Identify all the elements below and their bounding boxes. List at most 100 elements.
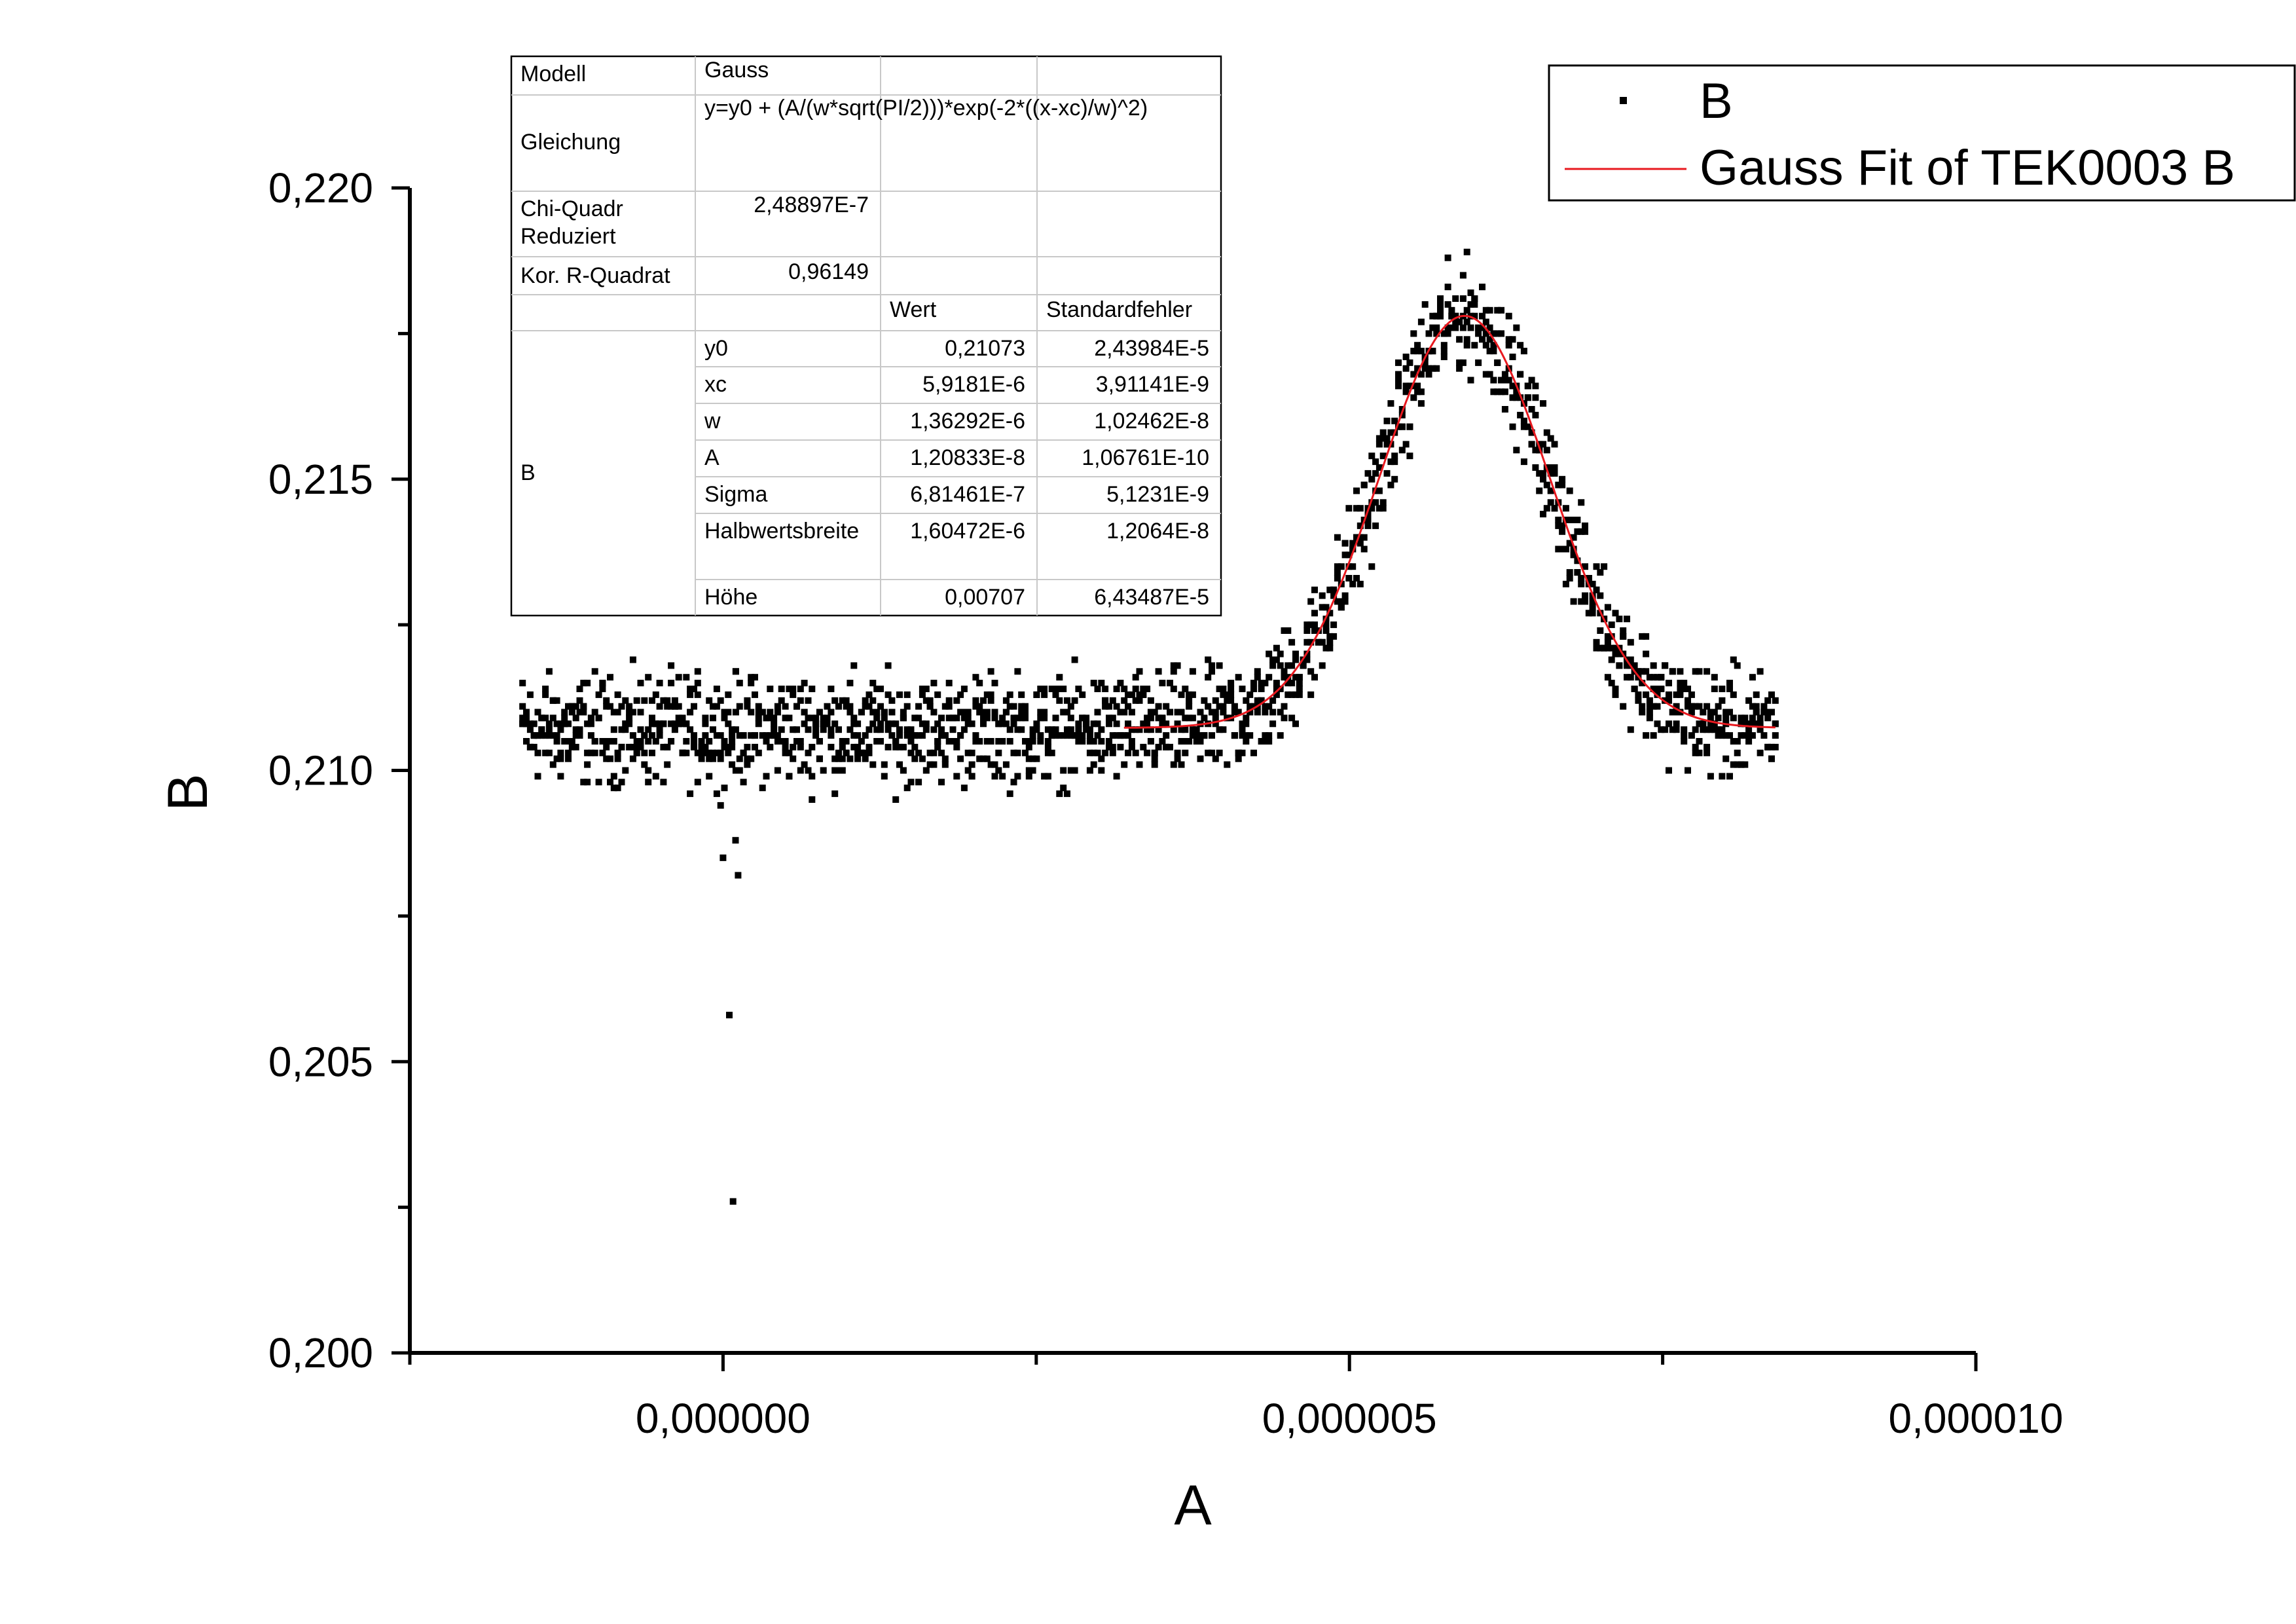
data-point [1570, 517, 1577, 523]
data-point [1532, 447, 1539, 454]
data-point [1205, 656, 1212, 663]
data-point [1307, 621, 1315, 629]
data-point [1570, 551, 1577, 559]
data-point [1673, 703, 1680, 710]
data-point [580, 709, 587, 716]
gauss-fit-line [1123, 314, 1776, 729]
data-point [1018, 703, 1025, 710]
data-point [736, 680, 743, 687]
data-point [1018, 691, 1025, 698]
data-point [1060, 686, 1067, 692]
data-point [972, 697, 979, 704]
data-point [1555, 481, 1562, 489]
data-point [1704, 743, 1711, 750]
data-point [1288, 691, 1296, 698]
data-point [1574, 528, 1581, 535]
data-point [618, 743, 625, 750]
data-point [858, 738, 865, 745]
table-label-modell: Modell [520, 62, 586, 86]
data-point [930, 726, 938, 733]
data-point [854, 755, 862, 762]
data-point [1056, 697, 1063, 704]
data-point [1479, 284, 1485, 291]
data-point [1639, 633, 1646, 640]
data-point [736, 703, 743, 710]
data-point [812, 726, 820, 733]
x-tick-label: 0,000005 [1262, 1395, 1437, 1442]
data-point [1243, 732, 1250, 739]
data-point [710, 755, 716, 762]
data-point [1688, 703, 1695, 710]
data-point [1216, 662, 1223, 669]
data-point [1685, 703, 1691, 710]
data-point [976, 755, 983, 762]
y-tick-label: 0,215 [268, 456, 373, 503]
data-point [1071, 732, 1078, 739]
data-point [572, 703, 579, 710]
data-point [1250, 680, 1257, 687]
data-point [1383, 435, 1391, 442]
data-point [1132, 697, 1139, 704]
data-point [1330, 621, 1338, 629]
data-point [1627, 656, 1634, 663]
data-point [850, 743, 858, 750]
data-point [1018, 714, 1025, 722]
data-point [1048, 726, 1055, 733]
data-point [888, 697, 896, 704]
table-param-error: 6,43487E-5 [1094, 585, 1209, 610]
data-point [530, 743, 538, 750]
data-point [1448, 324, 1455, 331]
data-point [1467, 324, 1474, 331]
data-point [1277, 732, 1284, 739]
data-point [1555, 517, 1562, 523]
data-point [1681, 738, 1688, 745]
data-point [1319, 662, 1326, 669]
data-point [1235, 674, 1242, 681]
data-point [610, 784, 617, 792]
data-point [930, 749, 938, 756]
data-point [1319, 592, 1326, 599]
data-point [1132, 749, 1139, 756]
data-point [767, 714, 774, 722]
data-point [1319, 604, 1326, 611]
data-point [1345, 575, 1353, 581]
data-point [1052, 732, 1059, 739]
data-point [1707, 714, 1714, 722]
data-point [1079, 714, 1086, 722]
data-point [1582, 528, 1588, 535]
data-point [953, 743, 960, 750]
data-point [1738, 720, 1745, 728]
data-point [1292, 650, 1299, 657]
data-point [991, 709, 998, 716]
data-point [553, 697, 560, 704]
data-point [519, 720, 526, 728]
data-point [534, 749, 541, 756]
data-point [1247, 691, 1254, 698]
data-point [1730, 656, 1737, 663]
data-point [1764, 697, 1772, 704]
data-point [1715, 726, 1722, 733]
data-point [694, 680, 701, 687]
data-point [839, 767, 846, 774]
data-point [778, 738, 785, 745]
data-point [1463, 336, 1470, 343]
data-point [1102, 749, 1109, 756]
data-point [1033, 726, 1040, 733]
data-point [1037, 714, 1044, 722]
data-point [801, 761, 808, 768]
data-point [1368, 452, 1376, 460]
data-point [953, 714, 960, 722]
data-point [626, 720, 633, 728]
data-point [964, 714, 972, 722]
table-group-label: B [520, 460, 536, 485]
data-point [1075, 726, 1082, 733]
data-point [1726, 709, 1733, 716]
data-point [1402, 388, 1410, 396]
data-point [786, 749, 793, 756]
data-point [1083, 714, 1090, 722]
data-point [1186, 703, 1193, 710]
data-point [771, 732, 778, 739]
data-point [960, 686, 968, 692]
data-point [633, 743, 640, 750]
data-point [957, 732, 964, 739]
